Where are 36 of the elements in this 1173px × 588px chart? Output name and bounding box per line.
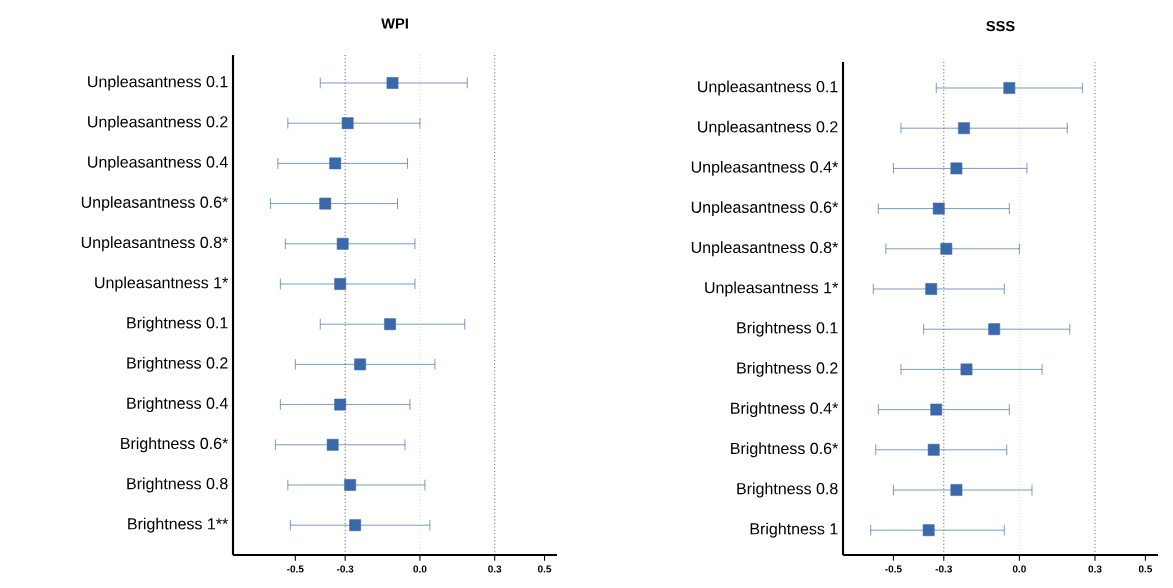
x-tick-label: -0.5 — [885, 565, 902, 573]
y-tick-label: Brightness 0.8 — [127, 477, 228, 493]
x-tick-label: 0.0 — [413, 565, 427, 573]
x-tick-label: -0.3 — [336, 565, 354, 573]
y-tick-label: Unpleasantness 0.8* — [691, 241, 839, 257]
y-tick-label: Unpleasantness 0.8* — [81, 236, 229, 252]
x-tick-label: -0.5 — [287, 565, 304, 573]
y-tick-label: Unpleasantness 0.2 — [88, 115, 228, 131]
y-tick-label: Unpleasantness 0.1 — [88, 75, 228, 91]
y-tick-label: Brightness 0.2 — [737, 361, 838, 377]
x-tick-label: 0.5 — [537, 565, 552, 573]
y-tick-label: Brightness 0.4* — [731, 402, 839, 418]
y-tick-label: Unpleasantness 0.6* — [691, 201, 839, 217]
y-tick-label: Brightness 0.1 — [127, 316, 228, 332]
y-tick-label: Unpleasantness 0.2 — [698, 120, 838, 136]
y-tick-label: Unpleasantness 0.6* — [81, 196, 229, 212]
x-tick-label: 0.3 — [1088, 565, 1102, 573]
y-tick-label: Unpleasantness 0.1 — [698, 80, 838, 96]
y-tick-label: Unpleasantness 0.4* — [691, 160, 839, 176]
chart-title: WPI — [381, 18, 408, 29]
y-tick-label: Brightness 0.6* — [121, 437, 229, 453]
y-tick-label: Unpleasantness 1* — [95, 276, 229, 292]
y-tick-label: Brightness 1** — [128, 517, 229, 533]
x-tick-label: 0.5 — [1138, 565, 1153, 573]
y-tick-label: Brightness 0.6* — [731, 442, 839, 458]
x-tick-label: -0.3 — [935, 565, 953, 573]
y-tick-label: Unpleasantness 0.4 — [88, 155, 228, 171]
y-tick-label: Brightness 1 — [750, 522, 838, 538]
y-tick-label: Brightness 0.4 — [127, 397, 228, 413]
x-tick-label: 0.3 — [488, 565, 502, 573]
y-tick-label: Brightness 0.1 — [737, 321, 838, 337]
chart-title: SSS — [986, 20, 1015, 32]
y-tick-label: Unpleasantness 1* — [705, 281, 839, 297]
y-tick-label: Brightness 0.2 — [127, 356, 228, 372]
y-tick-label: Brightness 0.8 — [737, 482, 838, 498]
x-tick-label: 0.0 — [1012, 565, 1026, 573]
